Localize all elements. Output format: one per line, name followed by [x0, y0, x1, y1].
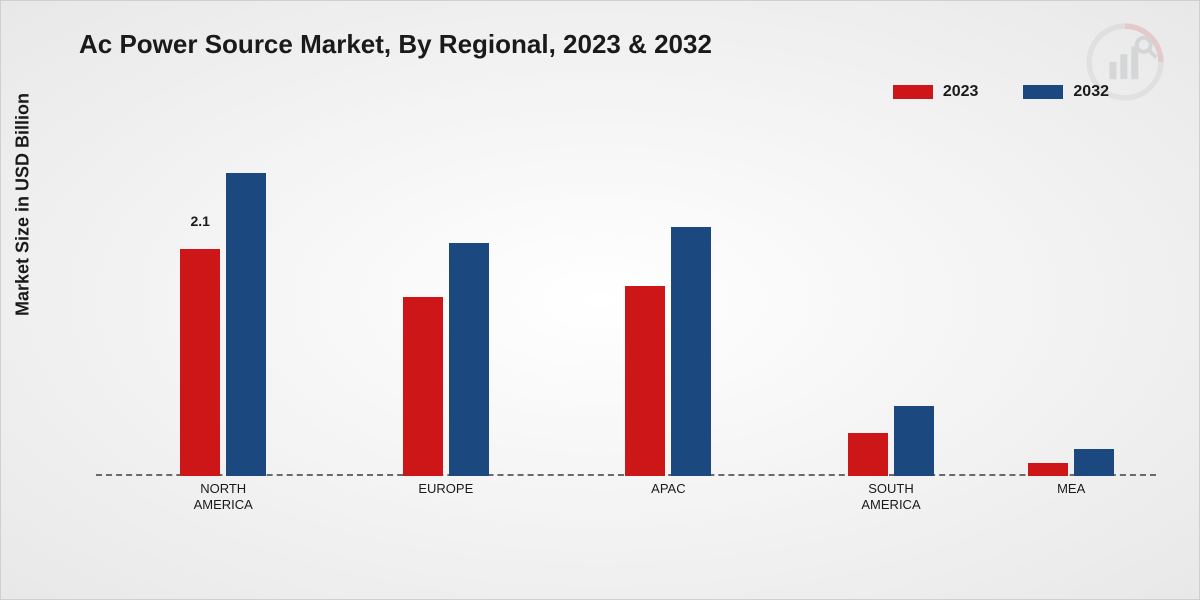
bar-2032 — [894, 406, 934, 476]
bar-2023 — [180, 249, 220, 477]
legend-swatch-2032 — [1023, 85, 1063, 99]
bar-group — [403, 243, 489, 476]
bar-2032 — [449, 243, 489, 476]
bar-2023 — [403, 297, 443, 476]
x-tick-label: APAC — [651, 481, 685, 497]
bar-2023 — [848, 433, 888, 476]
legend-label-2032: 2032 — [1073, 83, 1109, 101]
legend-swatch-2023 — [893, 85, 933, 99]
y-axis-label: Market Size in USD Billion — [13, 93, 34, 316]
bar-group — [848, 406, 934, 476]
x-tick-label: NORTH AMERICA — [194, 481, 253, 514]
chart-card: Ac Power Source Market, By Regional, 202… — [0, 0, 1200, 600]
x-axis-labels: NORTH AMERICA EUROPE APAC SOUTH AMERICA MEA — [96, 481, 1156, 521]
value-label: 2.1 — [190, 213, 209, 229]
bar-2032 — [226, 173, 266, 476]
x-tick-label: MEA — [1057, 481, 1085, 497]
legend-label-2023: 2023 — [943, 83, 979, 101]
bar-2023 — [1028, 463, 1068, 476]
bar-2032 — [1074, 449, 1114, 476]
chart-title: Ac Power Source Market, By Regional, 202… — [79, 29, 712, 60]
legend: 2023 2032 — [893, 83, 1109, 101]
bar-group — [1028, 449, 1114, 476]
bar-group — [625, 227, 711, 476]
bar-2032 — [671, 227, 711, 476]
legend-item-2032: 2032 — [1023, 83, 1109, 101]
legend-item-2023: 2023 — [893, 83, 979, 101]
plot-area: 2.1 — [96, 151, 1156, 476]
x-tick-label: EUROPE — [418, 481, 473, 497]
x-tick-label: SOUTH AMERICA — [861, 481, 920, 514]
bar-2023 — [625, 286, 665, 476]
